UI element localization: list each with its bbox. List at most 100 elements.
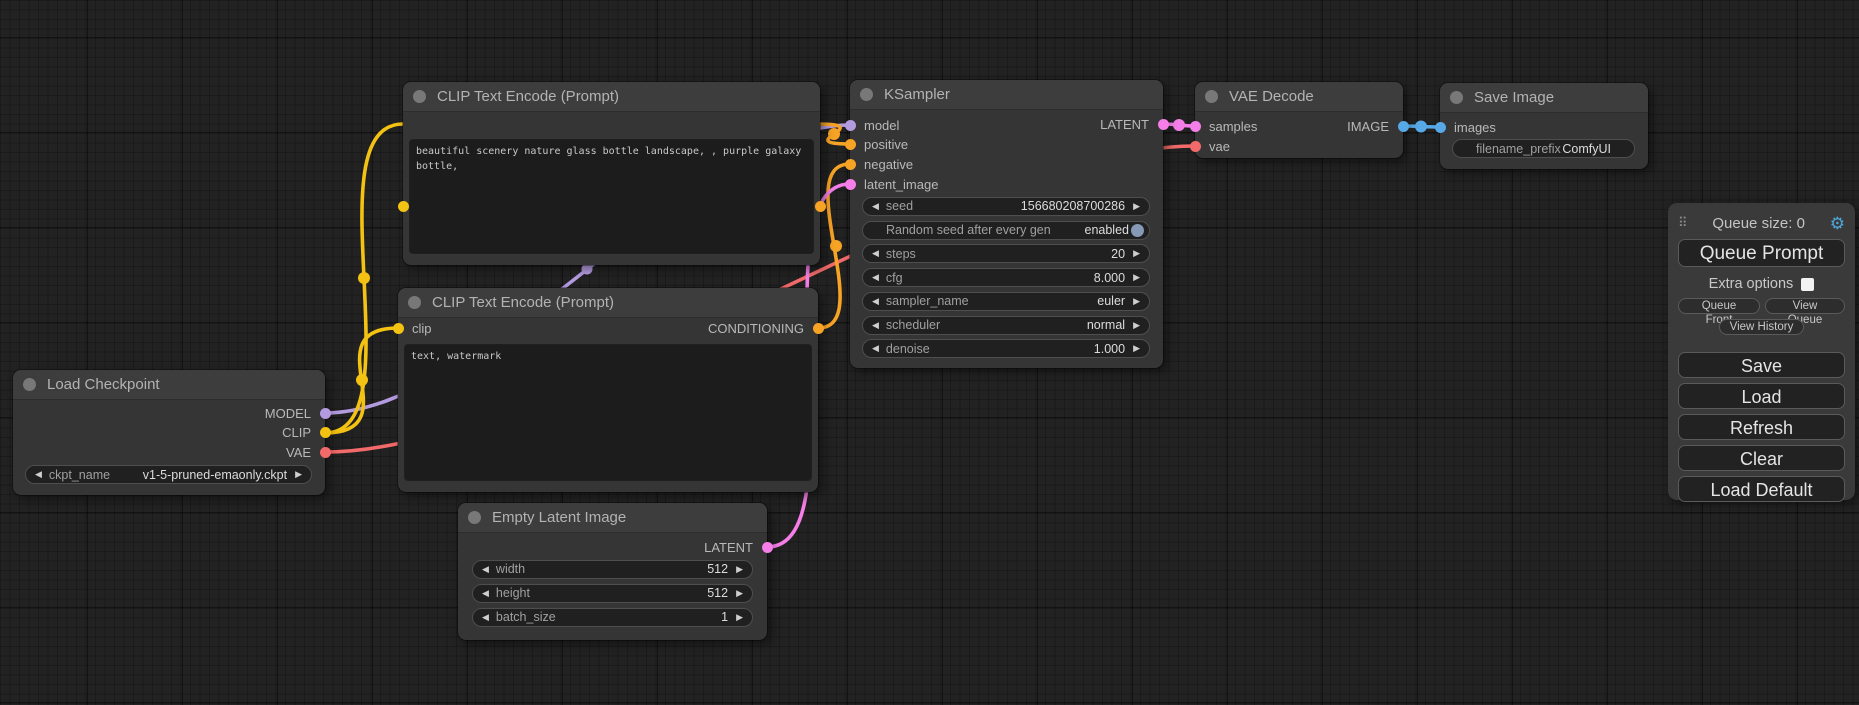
- sampler-name-widget[interactable]: ◀ sampler_name euler ▶: [862, 291, 1150, 311]
- latent-slot-dot[interactable]: [761, 541, 773, 553]
- ckpt-name-widget[interactable]: ◀ ckpt_name v1-5-pruned-emaonly.ckpt ▶: [25, 465, 312, 484]
- clip-slot-dot[interactable]: [319, 427, 331, 438]
- batch-size-widget[interactable]: ◀ batch_size 1 ▶: [472, 607, 753, 627]
- conditioning-slot-dot[interactable]: [844, 139, 856, 150]
- input-slot-clip[interactable]: clip: [392, 318, 432, 338]
- refresh-button[interactable]: Refresh: [1678, 414, 1845, 440]
- node-header[interactable]: Empty Latent Image: [458, 503, 767, 533]
- queue-front-button[interactable]: Queue Front: [1678, 298, 1760, 326]
- collapse-dot-icon[interactable]: [1450, 91, 1463, 104]
- input-slot-model[interactable]: model: [844, 115, 899, 135]
- height-widget[interactable]: ◀ height 512 ▶: [472, 583, 753, 603]
- node-load-checkpoint[interactable]: Load Checkpoint MODEL CLIP VAE ◀ ckpt_na…: [12, 369, 331, 496]
- positive-prompt-textarea[interactable]: beautiful scenery nature glass bottle la…: [409, 139, 814, 254]
- collapse-dot-icon[interactable]: [468, 511, 481, 524]
- widget-value[interactable]: 1: [721, 610, 729, 624]
- collapse-dot-icon[interactable]: [408, 296, 421, 309]
- decrement-arrow-icon[interactable]: ◀: [872, 200, 879, 211]
- decrement-arrow-icon[interactable]: ◀: [872, 295, 879, 306]
- vae-slot-dot[interactable]: [319, 446, 331, 458]
- input-slot-images[interactable]: images: [1434, 117, 1496, 137]
- conditioning-slot-dot[interactable]: [814, 200, 826, 212]
- widget-value[interactable]: normal: [1086, 318, 1126, 332]
- image-slot-dot[interactable]: [1397, 120, 1409, 132]
- increment-arrow-icon[interactable]: ▶: [736, 587, 743, 598]
- clear-button[interactable]: Clear: [1678, 445, 1845, 471]
- filename-prefix-widget[interactable]: filename_prefix ComfyUI: [1452, 139, 1635, 158]
- node-header[interactable]: CLIP Text Encode (Prompt): [403, 82, 820, 112]
- output-slot-conditioning[interactable]: CONDITIONING: [618, 318, 824, 338]
- output-slot-clip[interactable]: CLIP: [165, 423, 331, 443]
- node-vae-decode[interactable]: VAE Decode samples vae IMAGE: [1189, 81, 1409, 159]
- output-slot-latent[interactable]: LATENT: [607, 537, 773, 557]
- collapse-dot-icon[interactable]: [1205, 90, 1218, 103]
- node-save-image[interactable]: Save Image images filename_prefix ComfyU…: [1434, 82, 1649, 170]
- input-slot-samples[interactable]: samples: [1189, 116, 1257, 136]
- decrement-arrow-icon[interactable]: ◀: [482, 563, 489, 574]
- widget-value[interactable]: euler: [1097, 294, 1126, 308]
- output-slot-image[interactable]: IMAGE: [1303, 116, 1409, 136]
- model-slot-dot[interactable]: [319, 407, 331, 419]
- denoise-widget[interactable]: ◀ denoise 1.000 ▶: [862, 339, 1150, 358]
- increment-arrow-icon[interactable]: ▶: [1133, 248, 1140, 258]
- conditioning-slot-dot[interactable]: [844, 158, 856, 170]
- widget-value[interactable]: 512: [707, 562, 729, 576]
- decrement-arrow-icon[interactable]: ◀: [872, 248, 879, 258]
- scheduler-widget[interactable]: ◀ scheduler normal ▶: [862, 315, 1150, 335]
- node-clip-text-encode-negative[interactable]: CLIP Text Encode (Prompt) clip CONDITION…: [392, 287, 824, 493]
- widget-value[interactable]: enabled: [1084, 223, 1130, 237]
- input-slot-negative[interactable]: negative: [844, 154, 913, 174]
- conditioning-slot-dot[interactable]: [812, 322, 824, 334]
- node-header[interactable]: Save Image: [1440, 83, 1648, 113]
- settings-gear-icon[interactable]: ⚙: [1829, 213, 1845, 233]
- increment-arrow-icon[interactable]: ▶: [1133, 295, 1140, 306]
- model-slot-dot[interactable]: [844, 119, 856, 131]
- node-header[interactable]: VAE Decode: [1195, 82, 1403, 112]
- toggle-enabled-icon[interactable]: [1131, 223, 1144, 237]
- queue-prompt-button[interactable]: Queue Prompt: [1678, 239, 1845, 267]
- widget-value[interactable]: ComfyUI: [1562, 141, 1611, 156]
- decrement-arrow-icon[interactable]: ◀: [482, 611, 489, 622]
- negative-prompt-textarea[interactable]: text, watermark: [404, 344, 812, 481]
- load-button[interactable]: Load: [1678, 383, 1845, 409]
- input-slot-latent-image[interactable]: latent_image: [844, 174, 938, 194]
- increment-arrow-icon[interactable]: ▶: [1133, 272, 1140, 282]
- decrement-arrow-icon[interactable]: ◀: [872, 319, 879, 330]
- latent-slot-dot[interactable]: [844, 178, 856, 190]
- widget-value[interactable]: 512: [707, 586, 729, 600]
- input-slot-positive[interactable]: positive: [844, 135, 908, 155]
- collapse-dot-icon[interactable]: [860, 88, 873, 101]
- input-slot-vae[interactable]: vae: [1189, 136, 1230, 156]
- increment-arrow-icon[interactable]: ▶: [1133, 200, 1140, 211]
- widget-value[interactable]: 8.000: [1093, 270, 1126, 285]
- increment-arrow-icon[interactable]: ▶: [1133, 343, 1140, 353]
- increment-arrow-icon[interactable]: ▶: [1133, 319, 1140, 330]
- increment-arrow-icon[interactable]: ▶: [295, 469, 302, 479]
- width-widget[interactable]: ◀ width 512 ▶: [472, 559, 753, 579]
- steps-widget[interactable]: ◀ steps 20 ▶: [862, 244, 1150, 263]
- node-clip-text-encode-positive[interactable]: CLIP Text Encode (Prompt) clip CONDITION…: [397, 81, 826, 266]
- save-button[interactable]: Save: [1678, 352, 1845, 378]
- node-ksampler[interactable]: KSampler model positive negative latent_…: [844, 79, 1169, 369]
- seed-widget[interactable]: ◀ seed 156680208700286 ▶: [862, 196, 1150, 216]
- node-header[interactable]: KSampler: [850, 80, 1163, 110]
- random-seed-toggle-widget[interactable]: Random seed after every gen enabled: [862, 220, 1150, 240]
- collapse-dot-icon[interactable]: [413, 90, 426, 103]
- latent-slot-dot[interactable]: [1189, 120, 1201, 132]
- decrement-arrow-icon[interactable]: ◀: [35, 469, 42, 479]
- latent-slot-dot[interactable]: [1157, 118, 1169, 130]
- node-header[interactable]: Load Checkpoint: [13, 370, 325, 400]
- increment-arrow-icon[interactable]: ▶: [736, 563, 743, 574]
- image-slot-dot[interactable]: [1434, 121, 1446, 133]
- decrement-arrow-icon[interactable]: ◀: [872, 343, 879, 353]
- cfg-widget[interactable]: ◀ cfg 8.000 ▶: [862, 268, 1150, 287]
- node-header[interactable]: CLIP Text Encode (Prompt): [398, 288, 818, 318]
- decrement-arrow-icon[interactable]: ◀: [482, 587, 489, 598]
- clip-slot-dot[interactable]: [392, 322, 404, 334]
- increment-arrow-icon[interactable]: ▶: [736, 611, 743, 622]
- drag-handle-icon[interactable]: ⠿: [1678, 215, 1688, 230]
- widget-value[interactable]: 156680208700286: [1020, 199, 1126, 213]
- output-slot-model[interactable]: MODEL: [165, 403, 331, 423]
- vae-slot-dot[interactable]: [1189, 140, 1201, 152]
- collapse-dot-icon[interactable]: [23, 378, 36, 391]
